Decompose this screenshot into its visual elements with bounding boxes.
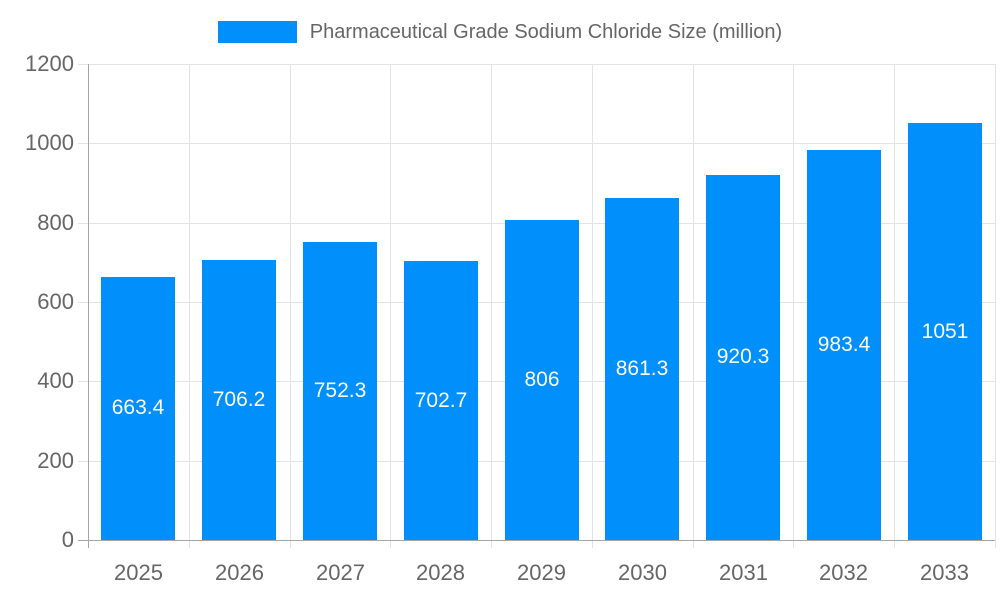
bar-2033[interactable] <box>908 123 982 540</box>
y-axis-label: 0 <box>61 527 74 552</box>
y-axis-label: 1200 <box>25 51 74 76</box>
bar-value-label: 702.7 <box>414 389 468 412</box>
bar-value-label: 1051 <box>921 320 969 343</box>
x-axis-tick <box>995 540 996 548</box>
bar-2029[interactable] <box>505 220 579 540</box>
bar-value-label: 663.4 <box>111 396 165 419</box>
bar-value-label: 983.4 <box>817 333 871 356</box>
gridline-vertical <box>995 64 996 540</box>
y-axis-label: 200 <box>37 448 74 473</box>
gridline-vertical <box>894 64 895 540</box>
x-axis-tick <box>894 540 895 548</box>
x-axis-tick <box>390 540 391 548</box>
x-axis-tick <box>793 540 794 548</box>
x-axis-label: 2030 <box>618 560 667 585</box>
gridline-vertical <box>189 64 190 540</box>
bar-2028[interactable] <box>404 261 478 540</box>
legend: Pharmaceutical Grade Sodium Chloride Siz… <box>0 21 1000 43</box>
y-axis-tick <box>78 223 88 224</box>
x-axis-label: 2026 <box>215 560 264 585</box>
bar-value-label: 706.2 <box>212 388 266 411</box>
x-axis-tick <box>189 540 190 548</box>
y-axis-label: 400 <box>37 368 74 393</box>
gridline-vertical <box>290 64 291 540</box>
legend-swatch <box>217 21 297 43</box>
legend-label: Pharmaceutical Grade Sodium Chloride Siz… <box>309 21 783 43</box>
x-axis-label: 2027 <box>316 560 365 585</box>
gridline-vertical <box>693 64 694 540</box>
x-axis-tick <box>592 540 593 548</box>
gridline-horizontal <box>88 143 995 144</box>
bar-2030[interactable] <box>605 198 679 540</box>
y-axis-tick <box>78 461 88 462</box>
y-axis-tick <box>78 143 88 144</box>
bar-value-label: 752.3 <box>313 379 367 402</box>
legend-item[interactable]: Pharmaceutical Grade Sodium Chloride Siz… <box>217 21 783 43</box>
y-axis-label: 1000 <box>25 130 74 155</box>
x-axis-tick <box>491 540 492 548</box>
bar-value-label: 806 <box>524 368 560 391</box>
y-axis-label: 600 <box>37 289 74 314</box>
bar-2026[interactable] <box>202 260 276 540</box>
bar-2025[interactable] <box>101 277 175 540</box>
bar-value-label: 920.3 <box>716 345 770 368</box>
y-axis-tick <box>78 381 88 382</box>
gridline-vertical <box>491 64 492 540</box>
bar-value-label: 861.3 <box>615 357 669 380</box>
x-axis-label: 2032 <box>819 560 868 585</box>
x-axis-label: 2028 <box>416 560 465 585</box>
x-axis-label: 2025 <box>114 560 163 585</box>
x-axis-label: 2029 <box>517 560 566 585</box>
gridline-vertical <box>592 64 593 540</box>
x-axis-label: 2031 <box>719 560 768 585</box>
x-axis-tick <box>693 540 694 548</box>
bar-2031[interactable] <box>706 175 780 540</box>
gridline-vertical <box>390 64 391 540</box>
gridline-horizontal <box>88 64 995 65</box>
y-axis-tick <box>78 64 88 65</box>
bar-2032[interactable] <box>807 150 881 540</box>
bar-2027[interactable] <box>303 242 377 540</box>
gridline-vertical <box>793 64 794 540</box>
y-axis-tick <box>78 302 88 303</box>
x-axis-tick <box>290 540 291 548</box>
y-axis-line <box>88 64 89 548</box>
y-axis-label: 800 <box>37 210 74 235</box>
x-axis-label: 2033 <box>920 560 969 585</box>
x-axis-line <box>78 540 995 541</box>
